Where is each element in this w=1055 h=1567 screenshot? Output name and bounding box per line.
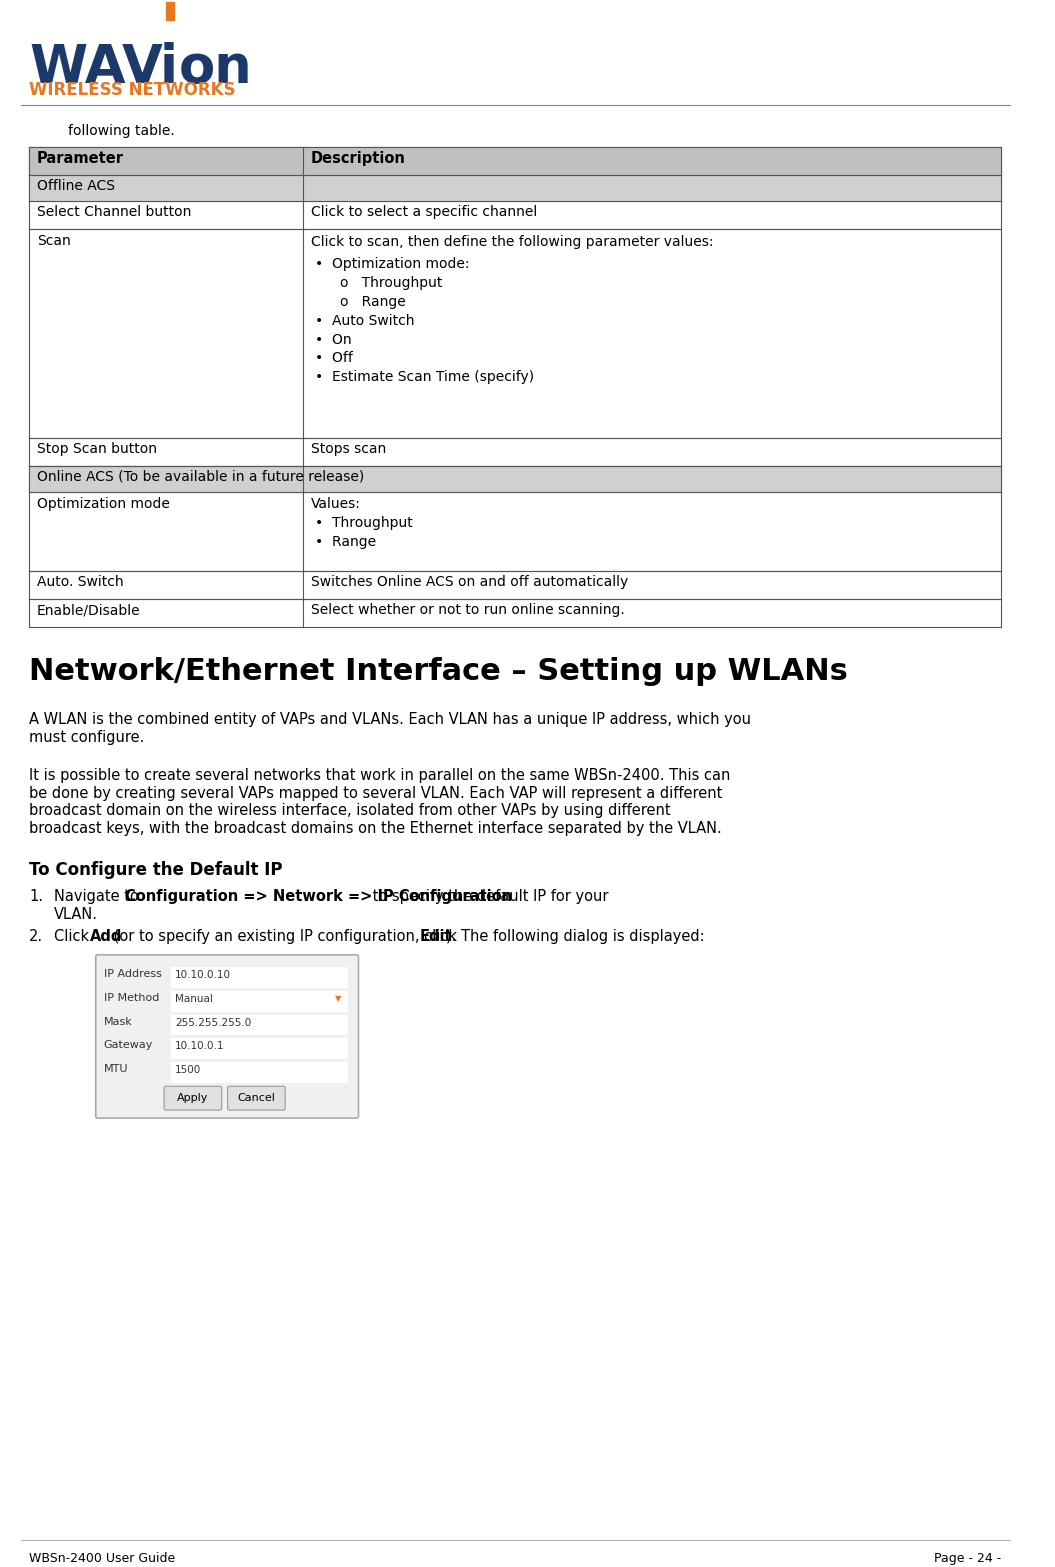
Text: WBSn-2400 User Guide: WBSn-2400 User Guide bbox=[30, 1553, 175, 1565]
Bar bbox=[30, 492, 1001, 572]
Text: Cancel: Cancel bbox=[237, 1094, 275, 1103]
Text: Edit: Edit bbox=[419, 929, 452, 943]
Text: To Configure the Default IP: To Configure the Default IP bbox=[30, 862, 283, 879]
Text: 10.10.0.1: 10.10.0.1 bbox=[175, 1042, 225, 1051]
Text: on: on bbox=[178, 42, 252, 94]
Text: Stops scan: Stops scan bbox=[310, 442, 386, 456]
FancyBboxPatch shape bbox=[165, 1086, 222, 1109]
Text: Gateway: Gateway bbox=[103, 1040, 153, 1050]
Text: 255.255.255.0: 255.255.255.0 bbox=[175, 1017, 251, 1028]
Bar bbox=[30, 599, 1001, 627]
Text: •  Optimization mode:: • Optimization mode: bbox=[315, 257, 469, 271]
Text: Switches Online ACS on and off automatically: Switches Online ACS on and off automatic… bbox=[310, 575, 628, 589]
Bar bbox=[30, 465, 1001, 492]
Text: broadcast domain on the wireless interface, isolated from other VAPs by using di: broadcast domain on the wireless interfa… bbox=[30, 804, 671, 818]
Bar bbox=[171, 990, 347, 1011]
Text: Navigate to: Navigate to bbox=[54, 888, 143, 904]
Text: to specify the default IP for your: to specify the default IP for your bbox=[368, 888, 609, 904]
Text: WIRELESS NETWORKS: WIRELESS NETWORKS bbox=[30, 80, 236, 99]
Text: IP Address: IP Address bbox=[103, 968, 161, 979]
Text: Auto. Switch: Auto. Switch bbox=[37, 575, 123, 589]
Bar bbox=[171, 1062, 347, 1083]
Text: 10.10.0.10: 10.10.0.10 bbox=[175, 970, 231, 979]
Text: Stop Scan button: Stop Scan button bbox=[37, 442, 157, 456]
Text: WAV: WAV bbox=[30, 42, 164, 94]
Text: Select whether or not to run online scanning.: Select whether or not to run online scan… bbox=[310, 603, 625, 617]
Text: Add: Add bbox=[90, 929, 121, 943]
Text: Click: Click bbox=[54, 929, 94, 943]
Text: 1500: 1500 bbox=[175, 1066, 202, 1075]
Text: •  Estimate Scan Time (specify): • Estimate Scan Time (specify) bbox=[315, 370, 535, 384]
Text: Offline ACS: Offline ACS bbox=[37, 179, 115, 193]
Bar bbox=[30, 147, 1001, 176]
Text: •  Off: • Off bbox=[315, 351, 353, 365]
Text: •  Range: • Range bbox=[315, 534, 377, 548]
Text: ▼: ▼ bbox=[335, 993, 342, 1003]
Text: Network/Ethernet Interface – Setting up WLANs: Network/Ethernet Interface – Setting up … bbox=[30, 657, 848, 686]
Text: Scan: Scan bbox=[37, 233, 71, 248]
Bar bbox=[171, 1039, 347, 1058]
Text: •  On: • On bbox=[315, 332, 352, 346]
Text: Mask: Mask bbox=[103, 1017, 132, 1026]
Bar bbox=[30, 229, 1001, 439]
Text: (or to specify an existing IP configuration, click: (or to specify an existing IP configurat… bbox=[110, 929, 462, 943]
Text: Values:: Values: bbox=[310, 497, 361, 511]
Text: be done by creating several VAPs mapped to several VLAN. Each VAP will represent: be done by creating several VAPs mapped … bbox=[30, 785, 723, 801]
Text: Description: Description bbox=[310, 152, 405, 166]
Text: Select Channel button: Select Channel button bbox=[37, 205, 192, 219]
Text: Page - 24 -: Page - 24 - bbox=[934, 1553, 1001, 1565]
Text: 1.: 1. bbox=[30, 888, 43, 904]
Text: Click to scan, then define the following parameter values:: Click to scan, then define the following… bbox=[310, 235, 713, 249]
Text: A WLAN is the combined entity of VAPs and VLANs. Each VLAN has a unique IP addre: A WLAN is the combined entity of VAPs an… bbox=[30, 711, 751, 727]
Bar bbox=[171, 1014, 347, 1034]
Text: o   Range: o Range bbox=[340, 295, 406, 309]
Bar bbox=[166, 2, 174, 20]
Bar bbox=[30, 572, 1001, 599]
Text: MTU: MTU bbox=[103, 1064, 128, 1075]
FancyBboxPatch shape bbox=[96, 954, 359, 1119]
Text: following table.: following table. bbox=[69, 124, 175, 138]
Text: ). The following dialog is displayed:: ). The following dialog is displayed: bbox=[446, 929, 705, 943]
Bar bbox=[30, 439, 1001, 465]
Text: Configuration => Network => IP Configuration: Configuration => Network => IP Configura… bbox=[126, 888, 513, 904]
Text: Apply: Apply bbox=[177, 1094, 209, 1103]
Text: VLAN.: VLAN. bbox=[54, 907, 98, 921]
Text: Online ACS (To be available in a future release): Online ACS (To be available in a future … bbox=[37, 470, 364, 484]
FancyBboxPatch shape bbox=[228, 1086, 285, 1109]
Bar bbox=[30, 176, 1001, 201]
Bar bbox=[171, 967, 347, 987]
Text: Enable/Disable: Enable/Disable bbox=[37, 603, 140, 617]
Text: 2.: 2. bbox=[30, 929, 43, 943]
Text: It is possible to create several networks that work in parallel on the same WBSn: It is possible to create several network… bbox=[30, 768, 731, 782]
Bar bbox=[30, 201, 1001, 229]
Text: Click to select a specific channel: Click to select a specific channel bbox=[310, 205, 537, 219]
Text: Optimization mode: Optimization mode bbox=[37, 497, 170, 511]
Text: Manual: Manual bbox=[175, 993, 213, 1003]
Text: must configure.: must configure. bbox=[30, 730, 145, 744]
Text: i: i bbox=[159, 42, 177, 94]
Text: •  Auto Switch: • Auto Switch bbox=[315, 313, 415, 328]
Text: •  Throughput: • Throughput bbox=[315, 516, 414, 530]
Text: broadcast keys, with the broadcast domains on the Ethernet interface separated b: broadcast keys, with the broadcast domai… bbox=[30, 821, 722, 837]
Text: IP Method: IP Method bbox=[103, 992, 159, 1003]
Text: Parameter: Parameter bbox=[37, 152, 124, 166]
Text: o   Throughput: o Throughput bbox=[340, 276, 442, 290]
